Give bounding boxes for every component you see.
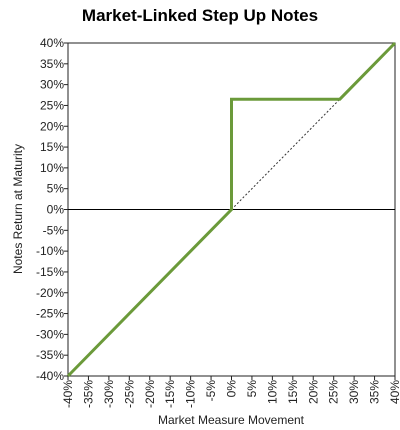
y-tick-label: 30% (40, 78, 64, 92)
x-tick-label: 25% (327, 380, 341, 404)
x-tick-label: 10% (265, 380, 279, 404)
y-tick-label: 15% (40, 140, 64, 154)
x-tick-label: 20% (306, 380, 320, 404)
x-tick-label: -10% (184, 380, 198, 408)
x-tick-label: 30% (347, 380, 361, 404)
y-tick-label: -25% (36, 307, 64, 321)
x-tick-label: -35% (81, 380, 95, 408)
y-tick-label: -40% (36, 369, 64, 383)
y-tick-label: 35% (40, 57, 64, 71)
x-axis-ticks: -40% -35% -30% -25% -20% -15% -10% -5% 0% 5% 10% 15… (61, 376, 400, 408)
x-tick-label: -25% (122, 380, 136, 408)
y-axis-title: Notes Return at Maturity (11, 144, 25, 274)
x-tick-label: 5% (245, 380, 259, 398)
y-tick-label: -20% (36, 286, 64, 300)
x-tick-label: -5% (204, 380, 218, 402)
y-tick-label: 0% (47, 203, 65, 217)
y-tick-label: 20% (40, 119, 64, 133)
y-tick-label: -5% (43, 223, 65, 237)
notes-return-line (66, 41, 397, 378)
y-tick-label: -10% (36, 244, 64, 258)
y-tick-label: -35% (36, 348, 64, 362)
y-axis-ticks: 40% 35% 30% 25% 20% 15% 10% 5% 0% -5% -10% -15% -20%… (36, 36, 68, 383)
dotted-reference-line (231, 98, 341, 210)
x-tick-label: 15% (286, 380, 300, 404)
x-tick-label: 0% (225, 380, 239, 398)
x-axis-title: Market Measure Movement (158, 413, 305, 427)
y-tick-label: 5% (47, 182, 65, 196)
x-tick-label: 40% (388, 380, 400, 404)
y-tick-label: 40% (40, 36, 64, 50)
x-tick-label: -40% (61, 380, 75, 408)
chart-title: Market-Linked Step Up Notes (81, 6, 319, 25)
x-tick-label: -20% (143, 380, 157, 408)
y-tick-label: 25% (40, 98, 64, 112)
y-tick-label: -15% (36, 265, 64, 279)
y-tick-label: -30% (36, 327, 64, 341)
x-tick-label: -15% (163, 380, 177, 408)
x-tick-label: -30% (102, 380, 116, 408)
x-tick-label: 35% (368, 380, 382, 404)
y-tick-label: 10% (40, 161, 64, 175)
